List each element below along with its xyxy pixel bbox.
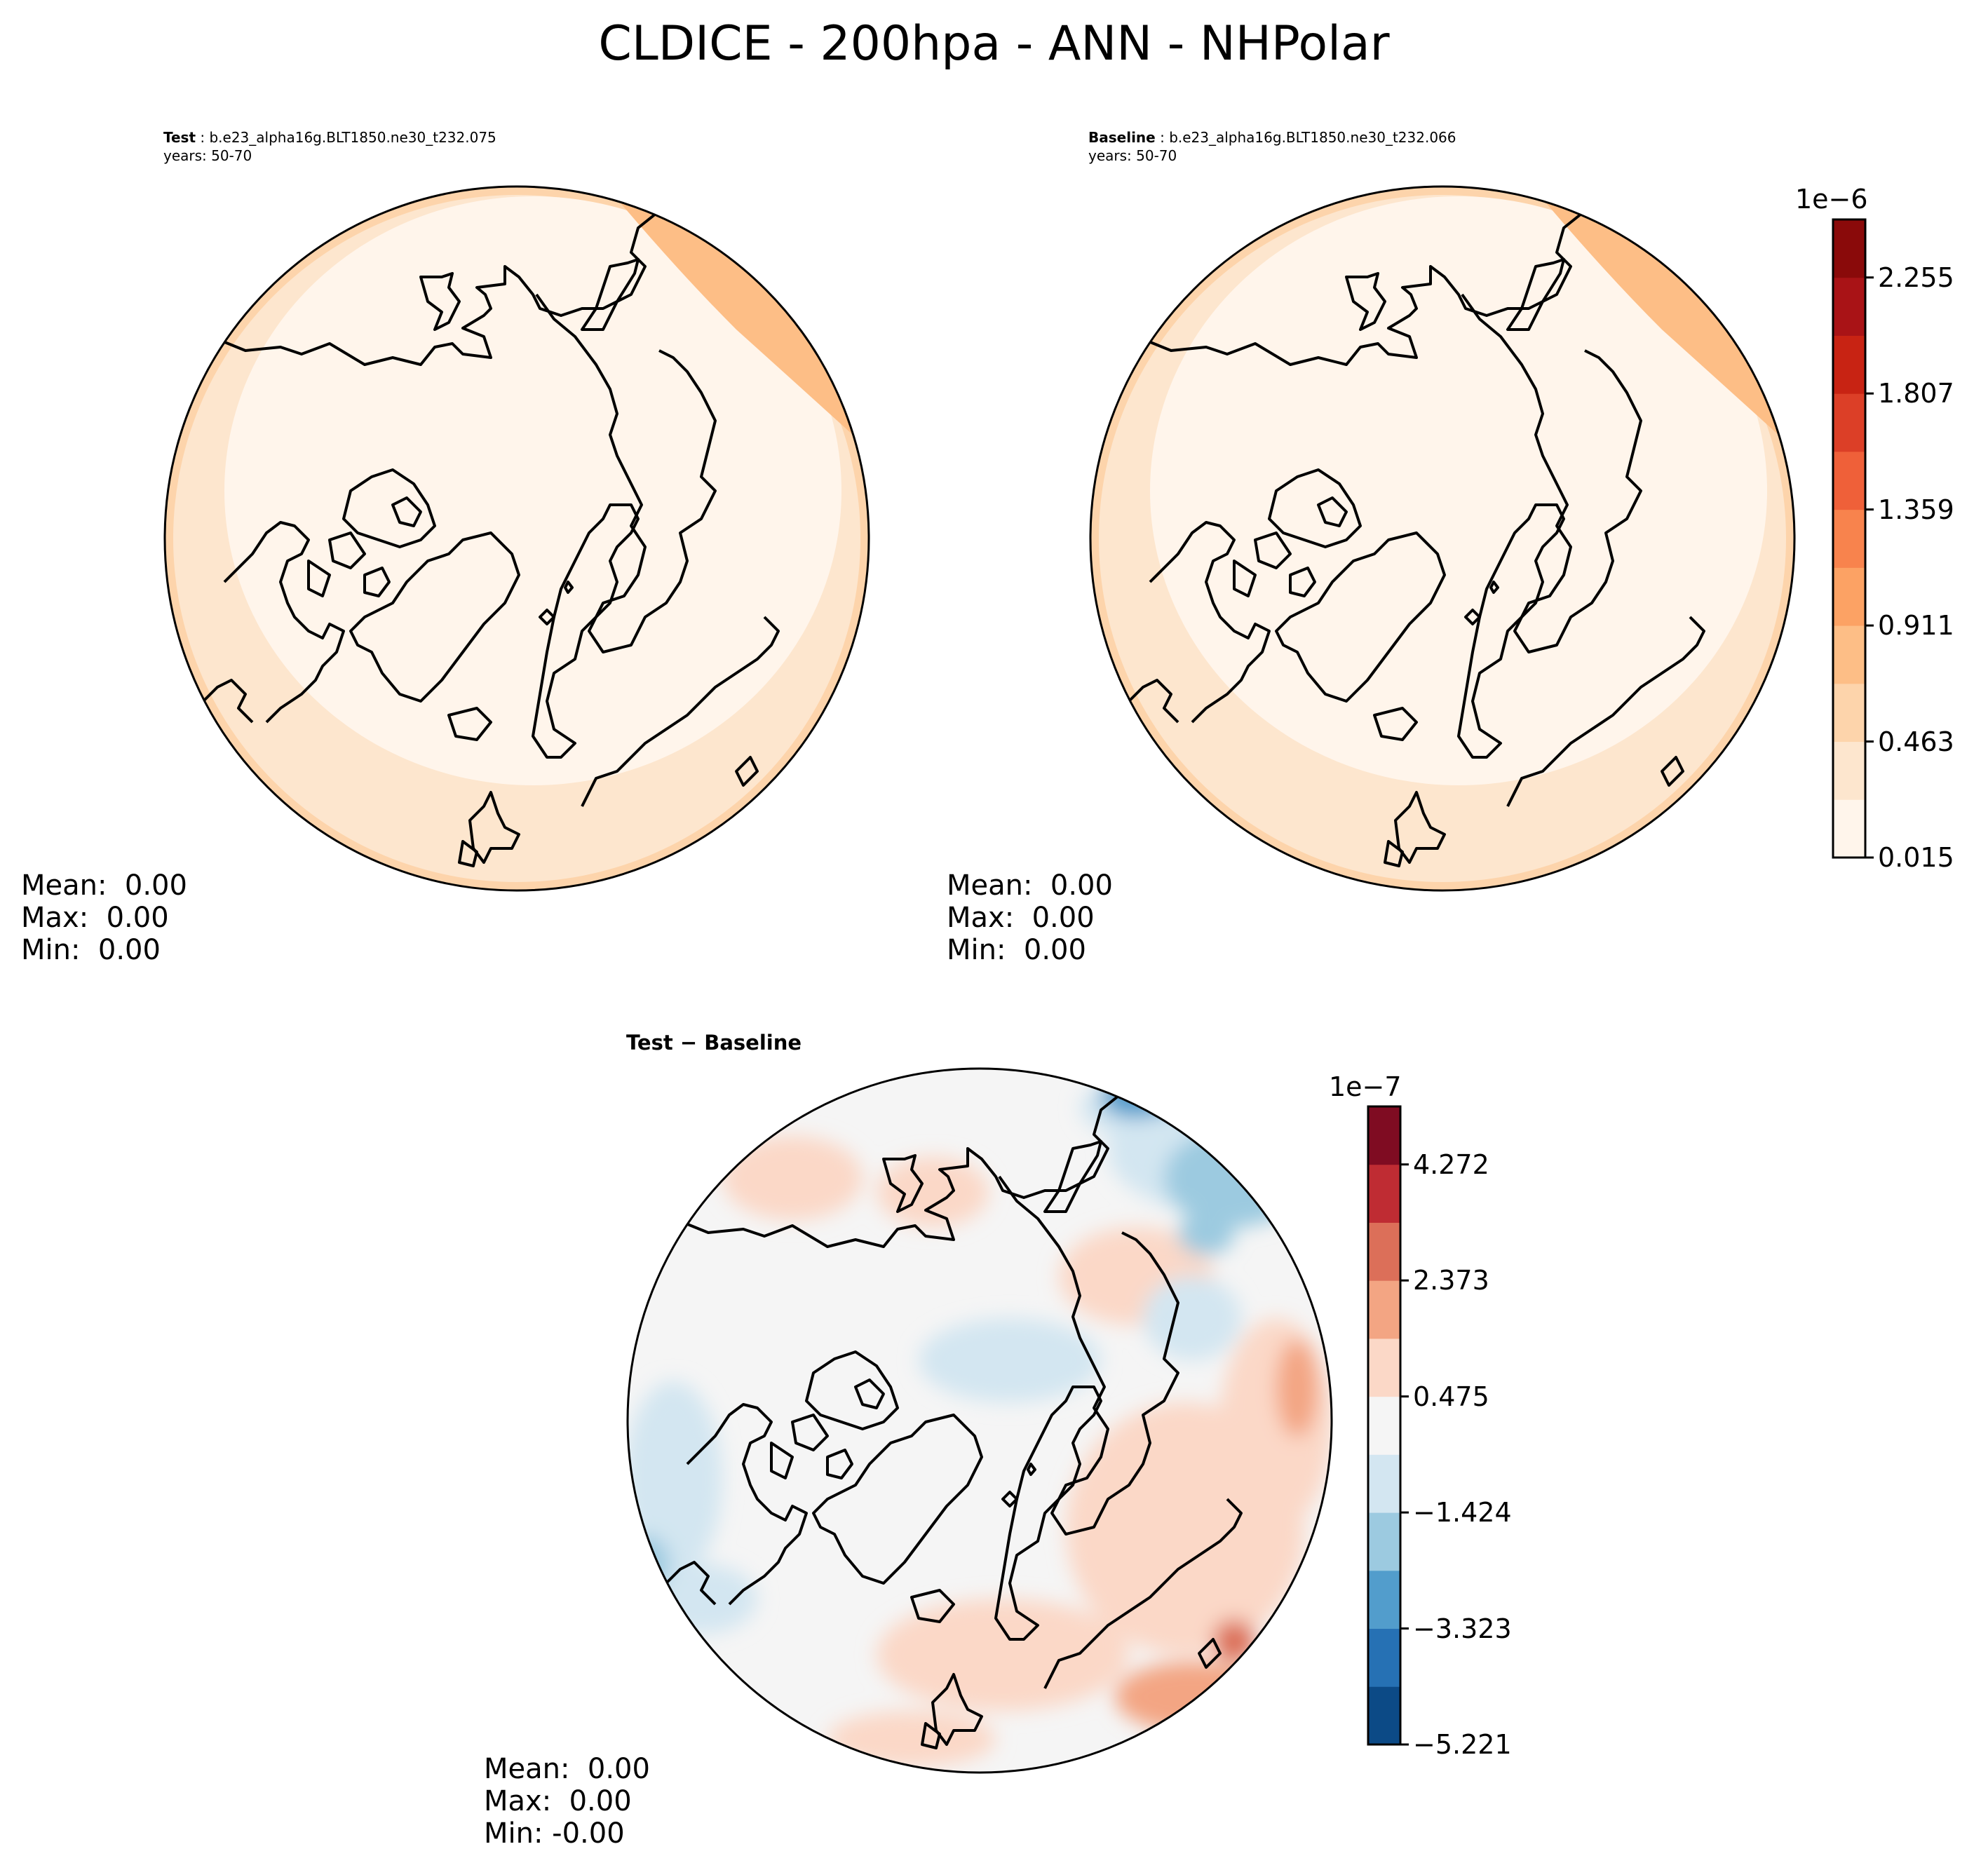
test-stats-mean: Mean: 0.00 [21,869,187,902]
diff-colorbar-segment [1368,1164,1400,1223]
diff-colorbar [1367,1105,1409,1746]
diff-colorbar-tick-label: 2.373 [1413,1265,1489,1296]
diff-colorbar-tick-label: 4.272 [1413,1149,1489,1180]
diff-colorbar-segment [1368,1686,1400,1745]
diff-colorbar-segment [1368,1222,1400,1281]
figure-title: CLDICE - 200hpa - ANN - NHPolar [598,16,1390,72]
test-panel-header: Test : b.e23_alpha16g.BLT1850.ne30_t232.… [163,128,496,147]
main-colorbar-segment [1833,451,1865,510]
main-colorbar-segment [1833,277,1865,336]
baseline-map [1089,185,1796,892]
test-label: Test [163,129,196,146]
diff-colorbar-tick-label: −1.424 [1413,1497,1512,1529]
diff-stats-max: Max: 0.00 [484,1785,632,1817]
diff-stats-mean: Mean: 0.00 [484,1753,650,1785]
main-colorbar-segment [1833,509,1865,568]
diff-colorbar-tick-label: −5.221 [1413,1729,1512,1760]
main-colorbar-segment [1833,625,1865,684]
main-colorbar-tick-label: 0.911 [1878,610,1954,642]
diff-colorbar-segment [1368,1396,1400,1455]
diff-colorbar-frame [1367,1105,1402,1746]
diff-colorbar-tick-label: 0.475 [1413,1381,1489,1412]
test-stats-min: Min: 0.00 [21,934,161,966]
main-colorbar [1832,218,1874,859]
diff-colorbar-tick-label: −3.323 [1413,1613,1512,1644]
main-colorbar-segment [1833,219,1865,278]
main-colorbar-segment [1833,799,1865,858]
main-colorbar-segment [1833,393,1865,452]
main-colorbar-frame [1832,218,1867,859]
diff-stats-min: Min: -0.00 [484,1817,625,1850]
diff-colorbar-segment [1368,1280,1400,1339]
test-stats-max: Max: 0.00 [21,902,169,934]
test-map [163,185,870,892]
diff-colorbar-segment [1368,1570,1400,1630]
baseline-stats-min: Min: 0.00 [947,934,1086,966]
test-case: : b.e23_alpha16g.BLT1850.ne30_t232.075 [196,129,496,146]
baseline-case: : b.e23_alpha16g.BLT1850.ne30_t232.066 [1155,129,1456,146]
diff-colorbar-segment [1368,1106,1400,1165]
baseline-stats-max: Max: 0.00 [947,902,1095,934]
main-colorbar-tick-label: 0.463 [1878,726,1954,757]
main-colorbar-scale: 1e−6 [1795,184,1868,215]
main-colorbar-tick-label: 2.255 [1878,262,1954,293]
main-colorbar-segment [1833,683,1865,743]
diff-panel-header: Test − Baseline [626,1031,802,1055]
diff-colorbar-segment [1368,1454,1400,1513]
main-colorbar-tick-label: 0.015 [1878,842,1954,873]
main-colorbar-segment [1833,567,1865,626]
baseline-panel-header: Baseline : b.e23_alpha16g.BLT1850.ne30_t… [1088,128,1456,147]
baseline-stats-mean: Mean: 0.00 [947,869,1113,902]
diff-colorbar-segment [1368,1628,1400,1687]
main-colorbar-segment [1833,335,1865,394]
diff-colorbar-segment [1368,1512,1400,1571]
main-colorbar-tick-label: 1.807 [1878,378,1954,409]
baseline-years: years: 50-70 [1088,147,1177,164]
main-colorbar-tick-label: 1.359 [1878,494,1954,525]
diff-map [626,1067,1333,1774]
diff-colorbar-segment [1368,1338,1400,1397]
test-years: years: 50-70 [163,147,252,164]
main-colorbar-segment [1833,741,1865,800]
baseline-label: Baseline [1088,129,1156,146]
diff-colorbar-scale: 1e−7 [1329,1071,1402,1102]
